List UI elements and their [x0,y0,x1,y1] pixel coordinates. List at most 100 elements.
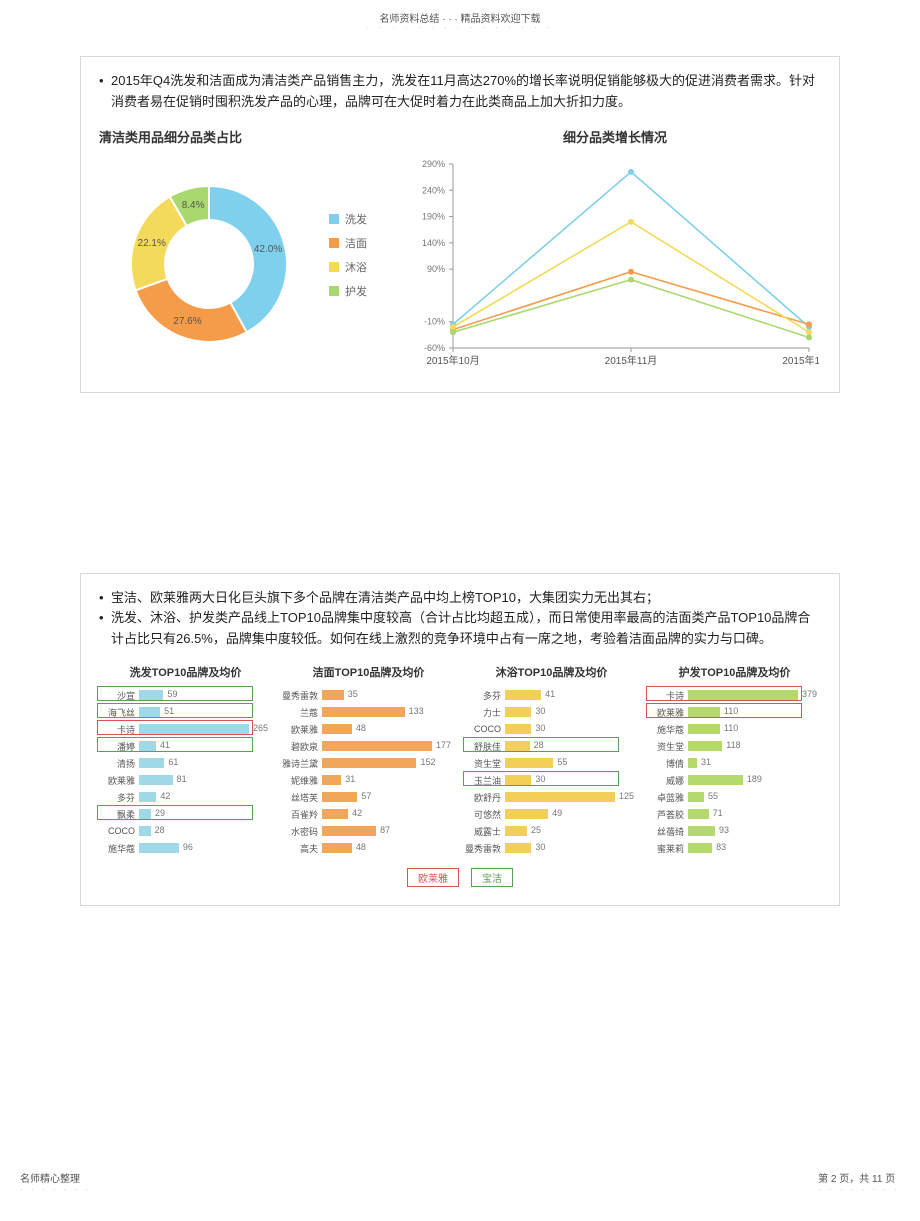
bar-row: 可悠然49 [465,807,638,822]
bar-fill [505,690,541,700]
bar-fill [322,809,348,819]
bar-track: 83 [688,843,821,853]
bar-track: 31 [322,775,455,785]
bar-track: 29 [139,809,272,819]
header-dotline: · · · · · · · · · · · · · · · [0,23,920,32]
bar-label: 卡诗 [99,723,139,736]
bar-value: 110 [724,706,738,716]
donut-slice-label: 8.4% [182,200,205,211]
bar-label: 曼秀雷敦 [282,689,322,702]
bar-fill [322,690,344,700]
bar-fill [139,792,156,802]
bar-label: 资生堂 [465,757,505,770]
bar-fill [688,826,715,836]
bar-track: 110 [688,707,821,717]
bar-label: 威娜 [648,774,688,787]
card1-bullet-text: 2015年Q4洗发和洁面成为清洁类产品销售主力，洗发在11月高达270%的增长率… [111,73,815,109]
bar-label: 飘柔 [99,808,139,821]
bar-fill [322,792,357,802]
line-point [806,321,812,327]
bar-fill [505,741,530,751]
card1-bullet: •2015年Q4洗发和洁面成为清洁类产品销售主力，洗发在11月高达270%的增长… [99,71,821,113]
bar-label: 多芬 [465,689,505,702]
y-tick-label: 190% [422,211,445,221]
bar-column: 洗发TOP10品牌及均价沙宣59海飞丝51卡诗265潘婷41清扬61欧莱雅81多… [99,664,272,858]
bar-value: 28 [534,740,544,750]
bar-fill [139,690,163,700]
bar-track: 125 [505,792,638,802]
bar-label: 碧欧泉 [282,740,322,753]
line-point [628,268,634,274]
bar-track: 81 [139,775,272,785]
legend-swatch [329,238,339,248]
bar-track: 30 [505,707,638,717]
bar-label: 芦荟胶 [648,808,688,821]
footer-left-dots: · · · · · · · [20,1185,91,1194]
brand-legend: 欧莱雅宝洁 [99,868,821,887]
bar-value: 379 [802,689,817,699]
bar-value: 55 [708,791,718,801]
bar-label: 欧莱雅 [648,706,688,719]
bar-row: 卡诗379 [648,688,821,703]
bar-value: 31 [345,774,355,784]
bar-label: 欧莱雅 [282,723,322,736]
bar-label: 沙宣 [99,689,139,702]
line-point [450,324,456,330]
bar-fill [139,707,160,717]
bar-track: 51 [139,707,272,717]
bar-fill [688,741,722,751]
bar-track: 118 [688,741,821,751]
bar-row: 威娜189 [648,773,821,788]
bar-groups: 洗发TOP10品牌及均价沙宣59海飞丝51卡诗265潘婷41清扬61欧莱雅81多… [99,664,821,858]
bar-track: 41 [505,690,638,700]
bar-label: 水密码 [282,825,322,838]
bar-row: 舒肤佳28 [465,739,638,754]
bar-track: 35 [322,690,455,700]
bar-fill [139,758,164,768]
bar-label: 蜜莱莉 [648,842,688,855]
bar-fill [688,724,720,734]
line-series [453,171,809,326]
bar-fill [139,724,249,734]
bar-track: 48 [322,724,455,734]
bar-value: 42 [352,808,362,818]
bar-fill [322,707,405,717]
bar-label: COCO [465,724,505,734]
bar-value: 87 [380,825,390,835]
bar-value: 96 [183,842,193,852]
bar-label: COCO [99,826,139,836]
bar-track: 42 [322,809,455,819]
bar-row: 海飞丝51 [99,705,272,720]
bar-row: 曼秀雷敦35 [282,688,455,703]
bar-fill [688,775,743,785]
bar-track: 71 [688,809,821,819]
legend-label: 洗发 [345,212,367,226]
bar-row: 资生堂118 [648,739,821,754]
bar-label: 清扬 [99,757,139,770]
bar-row: 清扬 61 [99,756,272,771]
bar-track: 87 [322,826,455,836]
bar-track: 49 [505,809,638,819]
bar-label: 可悠然 [465,808,505,821]
bar-track: 28 [139,826,272,836]
bar-fill [505,707,531,717]
bar-fill [139,843,179,853]
bar-fill [688,809,709,819]
bar-label: 百雀羚 [282,808,322,821]
bar-track: 110 [688,724,821,734]
bar-value: 31 [701,757,711,767]
bar-track: 57 [322,792,455,802]
bar-value: 42 [160,791,170,801]
bar-label: 资生堂 [648,740,688,753]
bar-value: 83 [716,842,726,852]
bar-track: 61 [139,758,272,768]
bar-label: 欧舒丹 [465,791,505,804]
bar-column: 洁面TOP10品牌及均价曼秀雷敦35兰蔻133欧莱雅48碧欧泉177雅诗兰黛15… [282,664,455,858]
bar-row: 沙宣59 [99,688,272,703]
card-charts-1: •2015年Q4洗发和洁面成为清洁类产品销售主力，洗发在11月高达270%的增长… [80,56,840,393]
bar-row: 卡诗265 [99,722,272,737]
bar-track: 31 [688,758,821,768]
bar-row: 欧舒丹125 [465,790,638,805]
bar-value: 61 [168,757,178,767]
bar-column-title: 护发TOP10品牌及均价 [648,664,821,680]
